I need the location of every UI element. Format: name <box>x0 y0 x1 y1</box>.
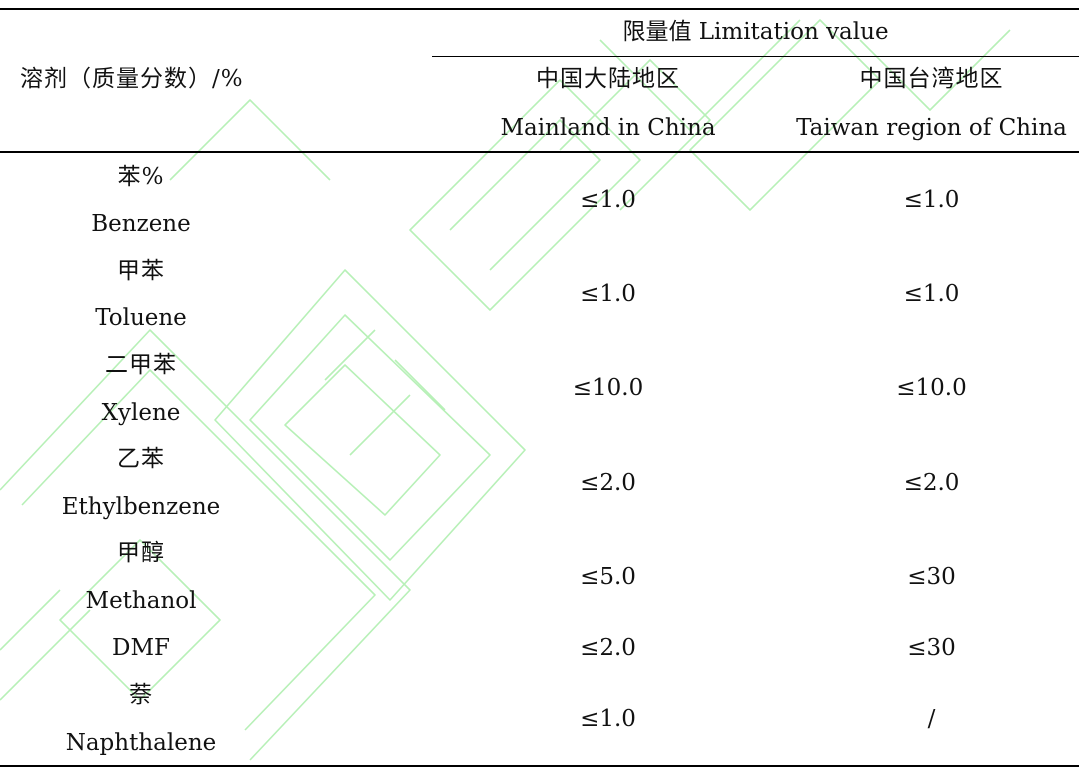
row-taiwan-value: / <box>927 706 936 732</box>
row-taiwan-value: ≤30 <box>907 564 956 590</box>
header-taiwan-zh: 中国台湾地区 <box>859 66 1004 92</box>
header-bottom-rule <box>0 151 1079 153</box>
row-taiwan-value: ≤2.0 <box>903 470 960 496</box>
header-limit-group: 限量值 Limitation value <box>622 19 889 45</box>
row-mainland-value: ≤1.0 <box>580 281 636 307</box>
row-taiwan-value: ≤10.0 <box>896 375 967 401</box>
row-solvent-en: Naphthalene <box>65 730 217 756</box>
row-solvent-zh: 苯% <box>117 164 165 190</box>
row-solvent-en: Ethylbenzene <box>61 494 221 520</box>
row-taiwan-value: ≤1.0 <box>903 187 960 213</box>
row-solvent-zh: 甲苯 <box>117 258 165 284</box>
header-solvent: 溶剂（质量分数）/% <box>20 66 244 92</box>
header-mainland-zh: 中国大陆地区 <box>536 66 680 92</box>
row-solvent-en: Toluene <box>95 305 187 331</box>
row-solvent-zh: 萘 <box>129 682 153 708</box>
row-mainland-value: ≤2.0 <box>580 635 636 661</box>
row-taiwan-value: ≤30 <box>907 635 956 661</box>
header-taiwan-en: Taiwan region of China <box>796 115 1067 141</box>
row-solvent-zh: 乙苯 <box>117 446 165 472</box>
row-taiwan-value: ≤1.0 <box>903 281 960 307</box>
row-solvent-zh: 甲醇 <box>117 540 165 566</box>
header-sub-rule <box>432 56 1079 58</box>
row-solvent-en: DMF <box>112 635 170 661</box>
row-mainland-value: ≤2.0 <box>580 470 636 496</box>
row-mainland-value: ≤1.0 <box>580 706 636 732</box>
row-mainland-value: ≤5.0 <box>580 564 636 590</box>
row-mainland-value: ≤10.0 <box>572 375 644 401</box>
row-solvent-en: Methanol <box>85 588 197 614</box>
table-bottom-rule <box>0 765 1079 767</box>
row-solvent-en: Benzene <box>91 211 191 237</box>
row-solvent-zh: 二甲苯 <box>105 352 177 378</box>
row-mainland-value: ≤1.0 <box>580 187 636 213</box>
header-mainland-en: Mainland in China <box>500 115 716 141</box>
table-top-rule <box>0 8 1079 10</box>
row-solvent-en: Xylene <box>101 400 181 426</box>
